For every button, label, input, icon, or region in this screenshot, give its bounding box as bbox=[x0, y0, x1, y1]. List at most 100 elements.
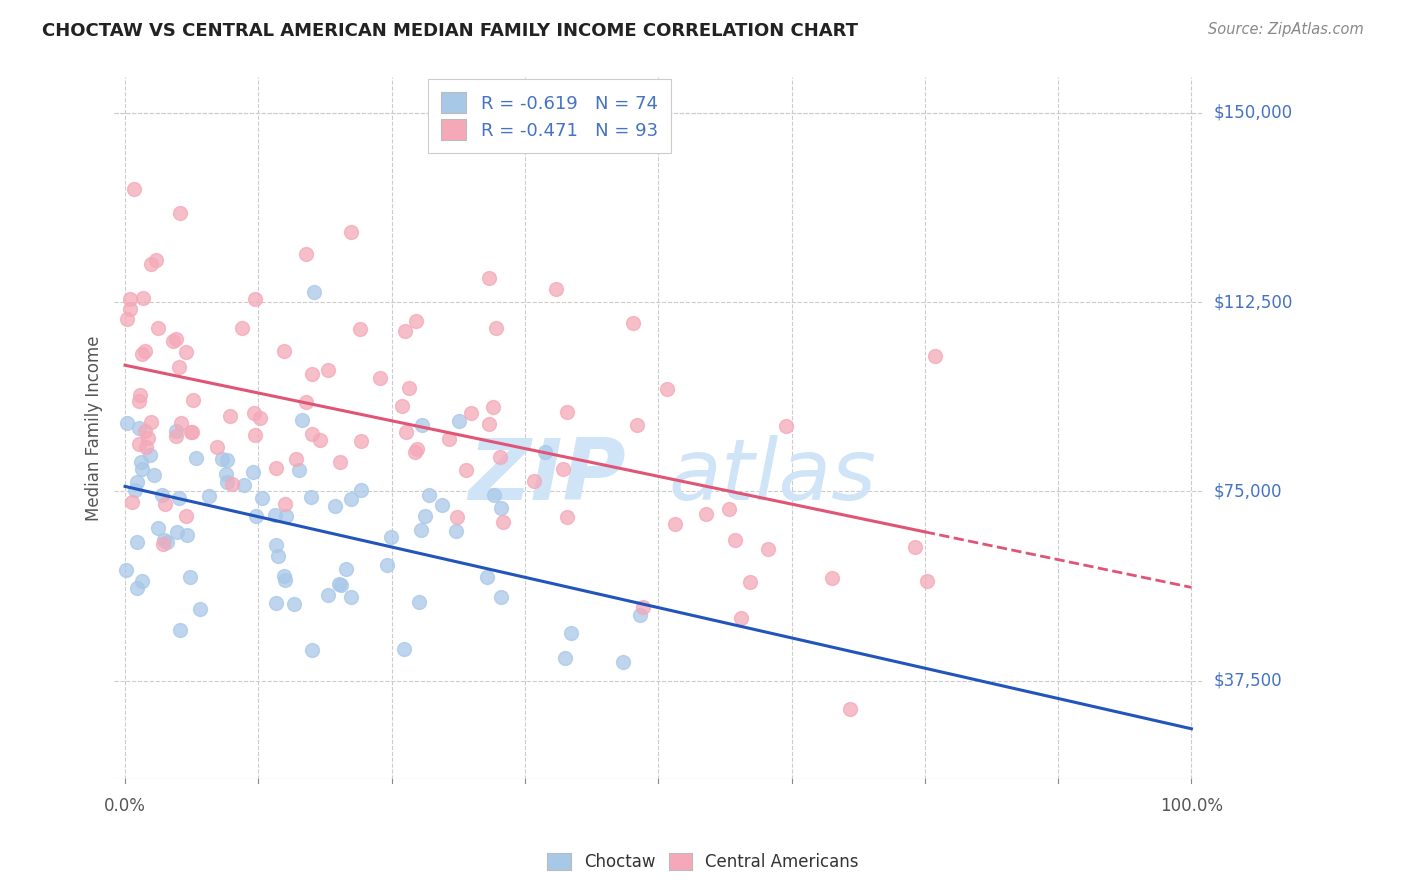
Central Americans bbox=[717, 502, 740, 516]
Central Americans bbox=[183, 393, 205, 408]
Choctaw bbox=[186, 451, 208, 466]
Choctaw bbox=[165, 424, 187, 438]
Choctaw bbox=[447, 415, 470, 429]
Central Americans bbox=[904, 540, 927, 554]
Choctaw bbox=[233, 478, 256, 492]
Choctaw bbox=[328, 577, 350, 591]
Central Americans bbox=[132, 291, 155, 305]
Choctaw bbox=[115, 416, 138, 430]
Central Americans bbox=[243, 428, 266, 442]
Choctaw bbox=[534, 445, 557, 459]
Central Americans bbox=[664, 517, 686, 532]
Central Americans bbox=[249, 410, 271, 425]
Central Americans bbox=[492, 515, 515, 529]
Choctaw bbox=[339, 590, 361, 604]
Choctaw bbox=[329, 578, 352, 592]
Central Americans bbox=[368, 371, 391, 385]
Choctaw bbox=[323, 499, 346, 513]
Central Americans bbox=[162, 334, 184, 348]
Central Americans bbox=[167, 359, 190, 374]
Text: atlas: atlas bbox=[669, 434, 877, 518]
Choctaw bbox=[413, 509, 436, 524]
Choctaw bbox=[612, 656, 634, 670]
Choctaw bbox=[139, 449, 162, 463]
Choctaw bbox=[242, 465, 264, 479]
Choctaw bbox=[274, 509, 297, 524]
Choctaw bbox=[288, 463, 311, 477]
Choctaw bbox=[489, 501, 512, 516]
Choctaw bbox=[430, 498, 453, 512]
Choctaw bbox=[124, 483, 146, 497]
Central Americans bbox=[756, 542, 779, 557]
Choctaw bbox=[188, 601, 211, 615]
Choctaw bbox=[128, 421, 150, 435]
Central Americans bbox=[118, 301, 141, 316]
Central Americans bbox=[485, 321, 508, 335]
Central Americans bbox=[775, 418, 797, 433]
Choctaw bbox=[375, 558, 398, 572]
Central Americans bbox=[730, 611, 752, 625]
Text: $150,000: $150,000 bbox=[1213, 103, 1292, 122]
Choctaw bbox=[299, 490, 322, 504]
Choctaw bbox=[156, 534, 179, 549]
Text: CHOCTAW VS CENTRAL AMERICAN MEDIAN FAMILY INCOME CORRELATION CHART: CHOCTAW VS CENTRAL AMERICAN MEDIAN FAMIL… bbox=[42, 22, 858, 40]
Text: $37,500: $37,500 bbox=[1213, 672, 1282, 690]
Central Americans bbox=[170, 416, 193, 430]
Central Americans bbox=[295, 247, 318, 261]
Central Americans bbox=[478, 271, 501, 285]
Central Americans bbox=[398, 381, 420, 395]
Choctaw bbox=[350, 483, 373, 497]
Choctaw bbox=[267, 549, 290, 563]
Central Americans bbox=[915, 574, 938, 588]
Central Americans bbox=[122, 181, 145, 195]
Central Americans bbox=[316, 362, 339, 376]
Choctaw bbox=[131, 574, 153, 588]
Choctaw bbox=[217, 475, 239, 490]
Choctaw bbox=[318, 588, 340, 602]
Central Americans bbox=[437, 433, 460, 447]
Choctaw bbox=[301, 643, 323, 657]
Central Americans bbox=[551, 461, 574, 475]
Choctaw bbox=[131, 455, 153, 469]
Central Americans bbox=[141, 415, 163, 429]
Central Americans bbox=[176, 345, 198, 359]
Central Americans bbox=[488, 450, 510, 465]
Central Americans bbox=[165, 429, 187, 443]
Y-axis label: Median Family Income: Median Family Income bbox=[86, 335, 103, 521]
Choctaw bbox=[115, 563, 138, 577]
Central Americans bbox=[285, 451, 308, 466]
Text: $75,000: $75,000 bbox=[1213, 483, 1282, 500]
Central Americans bbox=[131, 347, 153, 361]
Choctaw bbox=[167, 491, 190, 505]
Central Americans bbox=[134, 424, 156, 438]
Legend: R = -0.619   N = 74, R = -0.471   N = 93: R = -0.619 N = 74, R = -0.471 N = 93 bbox=[429, 79, 671, 153]
Choctaw bbox=[409, 523, 432, 537]
Central Americans bbox=[231, 321, 253, 335]
Central Americans bbox=[724, 533, 747, 547]
Central Americans bbox=[460, 406, 482, 420]
Choctaw bbox=[252, 491, 274, 505]
Legend: Choctaw, Central Americans: Choctaw, Central Americans bbox=[538, 845, 868, 880]
Choctaw bbox=[475, 569, 498, 583]
Central Americans bbox=[406, 442, 429, 456]
Central Americans bbox=[146, 321, 169, 335]
Central Americans bbox=[301, 367, 323, 381]
Choctaw bbox=[166, 525, 188, 540]
Choctaw bbox=[392, 642, 415, 657]
Choctaw bbox=[482, 488, 505, 502]
Central Americans bbox=[115, 312, 138, 326]
Choctaw bbox=[179, 570, 201, 584]
Central Americans bbox=[626, 417, 648, 432]
Text: $112,500: $112,500 bbox=[1213, 293, 1292, 311]
Choctaw bbox=[554, 651, 576, 665]
Choctaw bbox=[176, 528, 198, 542]
Choctaw bbox=[628, 607, 651, 622]
Choctaw bbox=[264, 508, 287, 522]
Central Americans bbox=[120, 292, 142, 306]
Central Americans bbox=[219, 409, 242, 423]
Central Americans bbox=[391, 400, 413, 414]
Central Americans bbox=[266, 461, 288, 475]
Choctaw bbox=[127, 534, 149, 549]
Choctaw bbox=[215, 453, 238, 467]
Choctaw bbox=[215, 467, 238, 481]
